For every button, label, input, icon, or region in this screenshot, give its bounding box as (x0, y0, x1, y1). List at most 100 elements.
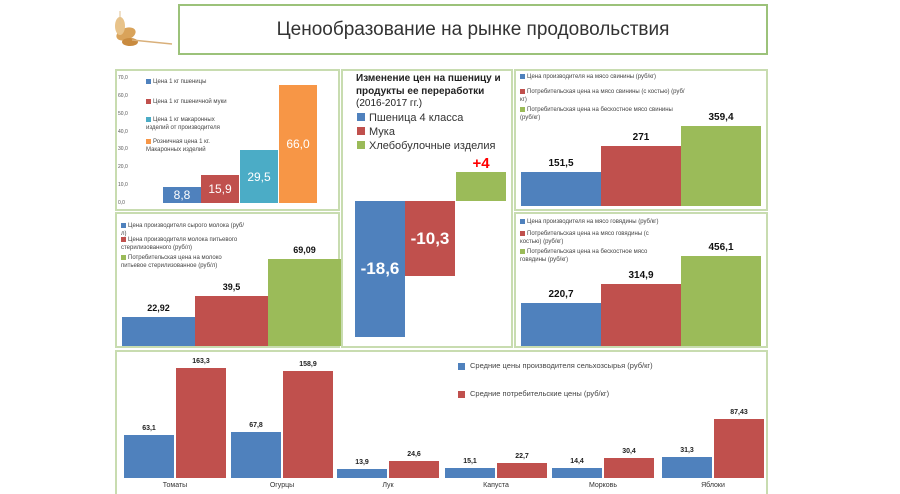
wheat-bar (456, 171, 506, 201)
wheat-chart-subtitle: (2016-2017 гг.) (356, 98, 423, 109)
pasta-bar (240, 150, 278, 203)
legend-label: Мука (369, 126, 395, 138)
legend-label: Цена производителя на мясо говядины (руб… (527, 219, 659, 225)
legend-label: Потребительская цена на молоко питьевое … (121, 255, 222, 269)
pasta-y-tick-label: 10,0 (118, 182, 128, 189)
legend-label: Средние потребительские цены (руб/кг) (470, 389, 610, 398)
legend-swatch (357, 113, 365, 121)
pasta-bar (163, 187, 201, 203)
vegetables-data-label: 13,9 (355, 458, 369, 466)
wheat-logo-icon (115, 11, 173, 46)
pork-legend-item: Цена производителя на мясо свинины (руб/… (520, 73, 685, 81)
pork-bar (601, 145, 681, 206)
legend-swatch (458, 362, 465, 370)
beef-legend-item: Цена производителя на мясо говядины (руб… (520, 218, 670, 226)
beef-bar (521, 302, 601, 346)
legend-swatch (520, 230, 525, 236)
legend-label: Хлебобулочные изделия (369, 140, 496, 152)
beef-data-label: 314,9 (628, 269, 654, 281)
legend-swatch (121, 236, 126, 242)
milk-bar (122, 317, 195, 346)
wheat-legend-item: Пшеница 4 класса (357, 112, 463, 125)
pasta-bar (279, 85, 317, 203)
legend-swatch (458, 390, 465, 398)
wheat-data-label: +4 (472, 154, 490, 172)
pasta-y-tick-label: 30,0 (118, 146, 128, 153)
legend-label: Потребительская цена на бескостное мясо … (520, 249, 648, 263)
pasta-y-tick-label: 50,0 (118, 110, 128, 117)
pork-data-label: 271 (632, 131, 650, 143)
pasta-bar (201, 174, 239, 203)
vegetables-bar (389, 461, 439, 478)
pork-data-label: 151,5 (548, 158, 574, 170)
vegetables-category-label: Капуста (483, 482, 509, 489)
vegetables-data-label: 22,7 (515, 452, 529, 460)
pasta-data-label: 8,8 (173, 188, 191, 203)
milk-bar (195, 296, 268, 346)
legend-label: Цена 1 кг пшеницы (153, 79, 207, 85)
legend-label: Розничная цена 1 кг. Макаронных изделий (146, 139, 210, 153)
legend-swatch (520, 88, 525, 94)
vegetables-bar (176, 367, 226, 478)
legend-label: Цена производителя сырого молока (руб/л) (121, 223, 245, 237)
legend-swatch (520, 248, 525, 254)
legend-label: Цена производителя на мясо свинины (руб/… (527, 74, 657, 80)
pasta-legend-item: Цена 1 кг пшеницы (146, 78, 236, 86)
vegetables-bar (283, 370, 333, 478)
vegetables-data-label: 30,4 (622, 447, 636, 455)
legend-swatch (520, 73, 525, 79)
vegetables-bar (337, 468, 387, 478)
wheat-chart-title: Изменение цен на пшеницу и продукты ее п… (356, 73, 501, 97)
pasta-y-tick-label: 20,0 (118, 164, 128, 171)
pasta-data-label: 29,5 (247, 169, 271, 184)
vegetables-category-label: Томаты (162, 482, 188, 489)
pork-bar (521, 172, 601, 206)
wheat-bar (355, 201, 405, 337)
legend-label: Цена производителя молока питьевого стер… (121, 237, 238, 251)
legend-label: Средние цены производителя сельхозсырья … (470, 361, 653, 370)
vegetables-bar (497, 462, 547, 478)
vegetables-data-label: 158,9 (299, 360, 317, 368)
legend-label: Цена 1 кг пшеничной муки (153, 99, 227, 105)
vegetables-data-label: 14,4 (570, 458, 584, 466)
vegetables-data-label: 31,3 (680, 446, 694, 454)
vegetables-category-label: Морковь (588, 482, 618, 489)
wheat-data-label: -18,6 (360, 258, 400, 278)
vegetables-data-label: 24,6 (407, 451, 421, 459)
vegetables-legend-item: Средние потребительские цены (руб/кг) (458, 390, 708, 398)
beef-data-label: 456,1 (708, 242, 734, 254)
pork-legend-item: Потребительская цена на мясо свинины (с … (520, 88, 685, 104)
legend-swatch (357, 141, 365, 149)
pork-bar (681, 126, 761, 206)
legend-label: Потребительская цена на мясо свинины (с … (520, 89, 685, 103)
pasta-legend-item: Цена 1 кг макаронных изделий от производ… (146, 116, 236, 132)
vegetables-data-label: 67,8 (249, 422, 263, 430)
legend-swatch (520, 106, 525, 112)
vegetables-category-label: Яблоки (701, 482, 725, 489)
legend-swatch (146, 78, 151, 84)
vegetables-bar (445, 467, 495, 478)
pork-legend-item: Потребительская цена на бескостное мясо … (520, 106, 685, 122)
pasta-y-tick-label: 60,0 (118, 92, 128, 99)
pasta-legend-item: Розничная цена 1 кг. Макаронных изделий (146, 138, 236, 154)
beef-bar (601, 283, 681, 346)
milk-data-label: 39,5 (222, 282, 241, 293)
pasta-data-label: 15,9 (208, 181, 232, 196)
legend-label: Потребительская цена на мясо говядины (с… (520, 231, 649, 245)
vegetables-bar (604, 457, 654, 478)
legend-swatch (121, 222, 126, 228)
vegetables-legend-item: Средние цены производителя сельхозсырья … (458, 362, 708, 370)
vegetables-category-label: Огурцы (269, 482, 295, 489)
vegetables-bar (714, 419, 764, 478)
milk-legend-item: Цена производителя молока питьевого стер… (121, 236, 246, 252)
slide-title: Ценообразование на рынке продовольствия (178, 4, 768, 55)
legend-swatch (146, 98, 151, 104)
vegetables-category-label: Лук (382, 482, 394, 489)
beef-bar (681, 256, 761, 346)
milk-legend-item: Потребительская цена на молоко питьевое … (121, 254, 246, 270)
pork-data-label: 359,4 (708, 112, 734, 124)
wheat-data-label: -10,3 (410, 228, 450, 248)
vegetables-bar (662, 456, 712, 478)
pasta-data-label: 66,0 (286, 137, 310, 152)
